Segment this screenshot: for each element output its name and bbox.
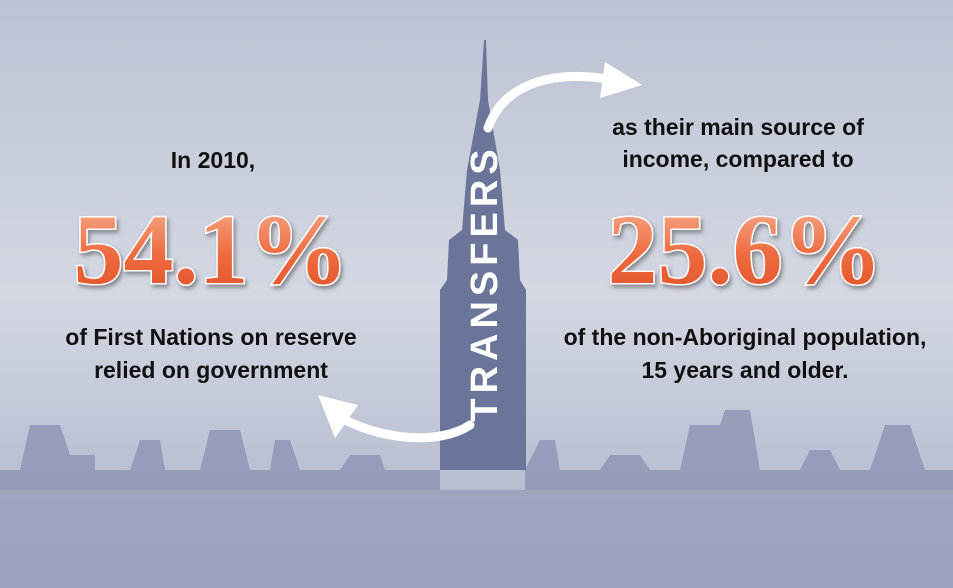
infographic: In 2010, 54.1% of First Nations on reser… xyxy=(0,0,953,588)
right-intro: income, compared to xyxy=(622,146,853,172)
right-description: 15 years and older. xyxy=(641,357,848,383)
center-label: TRANSFERS xyxy=(464,144,506,421)
left-description: relied on government xyxy=(94,357,328,383)
right-description: of the non-Aboriginal population, xyxy=(564,324,927,350)
right-figure: 25.6% xyxy=(608,194,883,305)
right-intro: as their main source of xyxy=(612,114,864,140)
left-intro: In 2010, xyxy=(171,147,255,173)
left-figure: 54.1% xyxy=(74,194,349,305)
left-description: of First Nations on reserve xyxy=(65,324,356,350)
